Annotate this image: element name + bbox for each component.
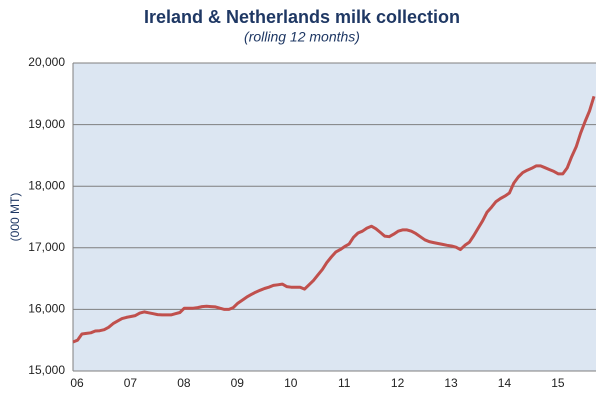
y-tick-label: 15,000 — [28, 363, 65, 377]
y-tick-label: 19,000 — [28, 117, 65, 131]
x-tick-label: 07 — [124, 376, 138, 390]
chart-title: Ireland & Netherlands milk collection — [144, 7, 460, 27]
x-tick-label: 08 — [177, 376, 191, 390]
x-tick-label: 09 — [231, 376, 245, 390]
plot-area — [73, 63, 596, 371]
y-tick-label: 17,000 — [28, 240, 65, 254]
x-tick-label: 11 — [338, 376, 351, 390]
x-tick-label: 14 — [498, 376, 512, 390]
x-tick-label: 06 — [70, 376, 84, 390]
x-tick-label: 13 — [444, 376, 458, 390]
y-tick-label: 20,000 — [28, 55, 65, 69]
y-tick-label: 18,000 — [28, 178, 65, 192]
data-line — [72, 95, 596, 344]
y-axis-label: (000 MT) — [8, 193, 22, 242]
x-tick-label: 10 — [284, 376, 298, 390]
x-tick-label: 12 — [391, 376, 405, 390]
x-tick-label: 15 — [551, 376, 565, 390]
y-tick-label: 16,000 — [28, 302, 65, 316]
chart-subtitle: (rolling 12 months) — [244, 29, 360, 45]
